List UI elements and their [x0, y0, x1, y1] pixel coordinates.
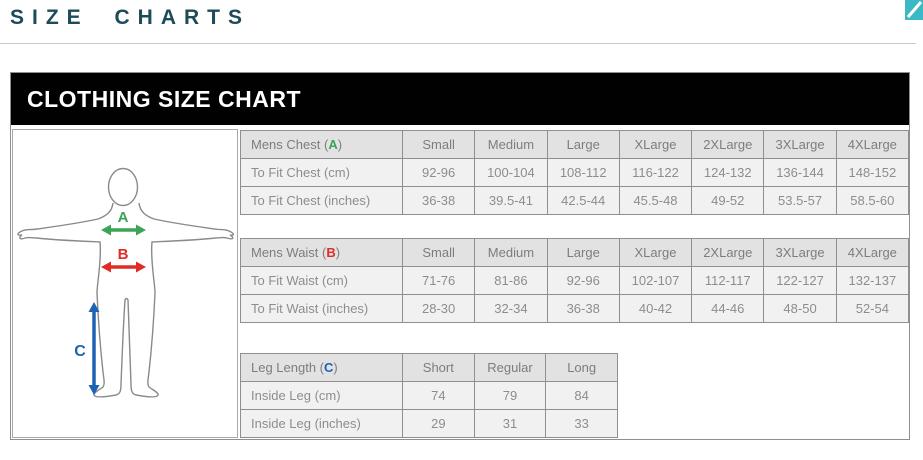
row-label: To Fit Chest (cm) — [240, 158, 403, 187]
size-cell: 100-104 — [474, 158, 548, 187]
size-cell: 39.5-41 — [474, 186, 548, 215]
size-cell: 132-137 — [835, 266, 910, 295]
size-cell: 79 — [473, 381, 547, 410]
column-header: Short — [402, 353, 475, 382]
size-cell: 48-50 — [763, 294, 837, 323]
table-row: Inside Leg (inches) 29 31 33 — [240, 409, 618, 438]
waist-measure-arrow — [101, 261, 146, 273]
size-cell: 42.5-44 — [546, 186, 620, 215]
size-cell: 124-132 — [691, 158, 765, 187]
table-header-row: Mens Chest (A) Small Medium Large XLarge… — [240, 130, 910, 159]
table-title-text: Mens Waist ( — [251, 245, 327, 260]
table-header-row: Leg Length (C) Short Regular Long — [240, 353, 618, 382]
size-cell: 71-76 — [401, 266, 476, 295]
column-header: 3XLarge — [763, 238, 837, 267]
row-label: To Fit Chest (inches) — [240, 186, 403, 215]
column-header: 2XLarge — [691, 238, 765, 267]
column-header: Long — [545, 353, 618, 382]
measure-letter-c: C — [324, 360, 334, 375]
leg-measure-arrow — [88, 302, 100, 395]
size-cell: 81-86 — [474, 266, 548, 295]
size-cell: 136-144 — [763, 158, 837, 187]
measure-letter-b: B — [326, 245, 336, 260]
size-cell: 36-38 — [401, 186, 476, 215]
row-label: To Fit Waist (inches) — [240, 294, 403, 323]
panel-header: CLOTHING SIZE CHART — [11, 73, 909, 125]
column-header: Large — [546, 238, 620, 267]
size-cell: 33 — [545, 409, 618, 438]
size-cell: 92-96 — [546, 266, 620, 295]
size-chart-panel: CLOTHING SIZE CHART A B — [10, 72, 910, 440]
table-title-text: Mens Chest ( — [251, 137, 329, 152]
row-label: Inside Leg (cm) — [240, 381, 403, 410]
size-cell: 29 — [402, 409, 475, 438]
size-cell: 112-117 — [691, 266, 765, 295]
table-header-row: Mens Waist (B) Small Medium Large XLarge… — [240, 238, 910, 267]
table-title-cell: Leg Length (C) — [240, 353, 403, 382]
table-row: To Fit Chest (cm) 92-96 100-104 108-112 … — [240, 158, 910, 187]
column-header: 3XLarge — [763, 130, 837, 159]
column-header: Regular — [473, 353, 547, 382]
column-header: Small — [401, 130, 476, 159]
leg-label: C — [74, 343, 86, 360]
column-header: 2XLarge — [691, 130, 765, 159]
pencil-icon — [906, 1, 923, 18]
size-cell: 53.5-57 — [763, 186, 837, 215]
size-cell: 116-122 — [618, 158, 693, 187]
row-label: To Fit Waist (cm) — [240, 266, 403, 295]
column-header: XLarge — [618, 238, 693, 267]
size-cell: 122-127 — [763, 266, 837, 295]
size-cell: 74 — [402, 381, 475, 410]
column-header: Large — [546, 130, 620, 159]
waist-size-table: Mens Waist (B) Small Medium Large XLarge… — [240, 238, 910, 323]
size-cell: 49-52 — [691, 186, 765, 215]
panel-title: CLOTHING SIZE CHART — [27, 85, 301, 112]
chest-label: A — [118, 209, 129, 226]
table-title-suffix: ) — [335, 245, 341, 260]
table-row: Inside Leg (cm) 74 79 84 — [240, 381, 618, 410]
size-cell: 28-30 — [401, 294, 476, 323]
table-row: To Fit Waist (inches) 28-30 32-34 36-38 … — [240, 294, 910, 323]
column-header: Small — [401, 238, 476, 267]
size-cell: 58.5-60 — [835, 186, 910, 215]
row-label: Inside Leg (inches) — [240, 409, 403, 438]
measure-letter-a: A — [328, 137, 338, 152]
column-header: XLarge — [618, 130, 693, 159]
table-row: To Fit Waist (cm) 71-76 81-86 92-96 102-… — [240, 266, 910, 295]
size-cell: 102-107 — [618, 266, 693, 295]
page-title: SIZE CHARTS — [10, 6, 251, 29]
size-cell: 31 — [473, 409, 547, 438]
table-row: To Fit Chest (inches) 36-38 39.5-41 42.5… — [240, 186, 910, 215]
table-title-cell: Mens Waist (B) — [240, 238, 403, 267]
human-outline — [17, 167, 234, 398]
table-title-suffix: ) — [337, 137, 343, 152]
size-cell: 45.5-48 — [618, 186, 693, 215]
size-cell: 32-34 — [474, 294, 548, 323]
size-cell: 108-112 — [546, 158, 620, 187]
waist-label: B — [118, 246, 129, 263]
size-cell: 44-46 — [691, 294, 765, 323]
size-cell: 52-54 — [835, 294, 910, 323]
body-figure-svg: A B C — [17, 167, 234, 398]
column-header: 4XLarge — [835, 130, 910, 159]
figure-panel: A B C — [12, 129, 238, 438]
edit-icon[interactable] — [905, 0, 923, 20]
column-header: Medium — [474, 130, 548, 159]
chest-measure-arrow — [101, 224, 146, 236]
table-title-text: Leg Length ( — [251, 360, 325, 375]
column-header: Medium — [474, 238, 548, 267]
chest-size-table: Mens Chest (A) Small Medium Large XLarge… — [240, 130, 910, 215]
title-underline — [0, 43, 916, 44]
table-title-suffix: ) — [333, 360, 338, 375]
size-cell: 40-42 — [618, 294, 693, 323]
table-title-cell: Mens Chest (A) — [240, 130, 403, 159]
size-cell: 84 — [545, 381, 618, 410]
size-cell: 148-152 — [835, 158, 910, 187]
column-header: 4XLarge — [835, 238, 910, 267]
size-cell: 92-96 — [401, 158, 476, 187]
leg-length-table: Leg Length (C) Short Regular Long Inside… — [240, 353, 618, 438]
size-cell: 36-38 — [546, 294, 620, 323]
